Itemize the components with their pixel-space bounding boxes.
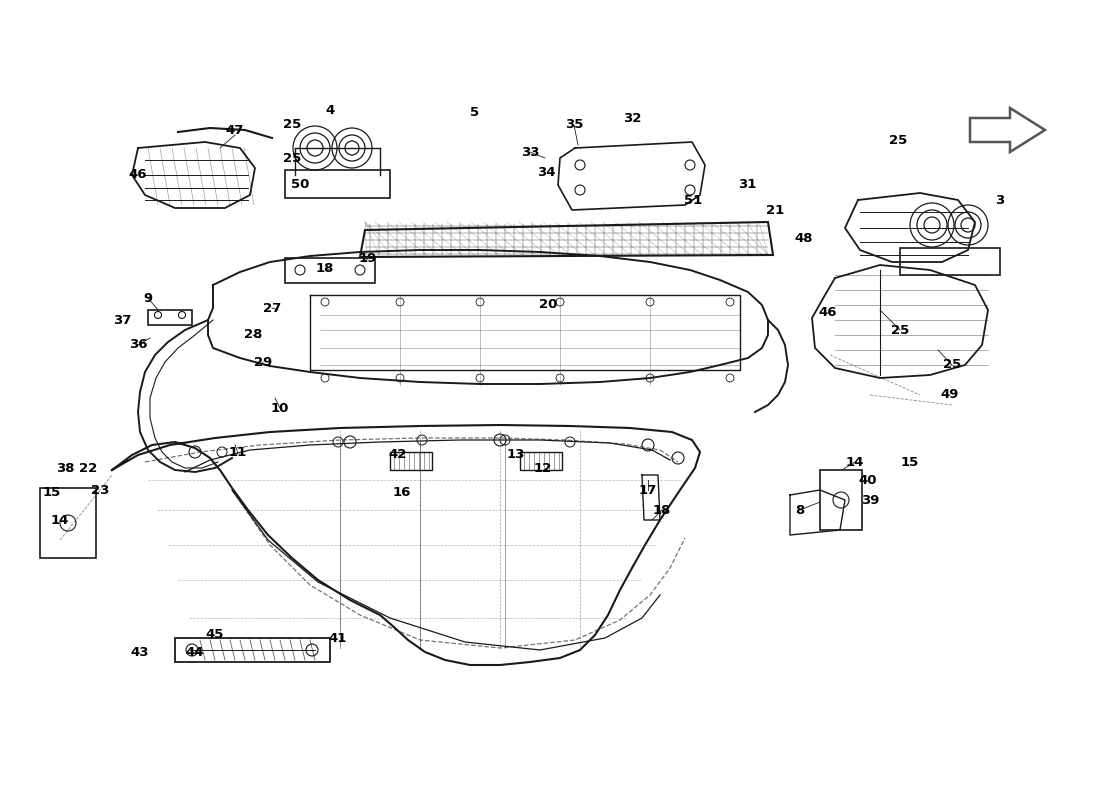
Text: 15: 15 xyxy=(901,455,920,469)
Text: 14: 14 xyxy=(51,514,69,526)
Bar xyxy=(175,638,330,662)
Text: 25: 25 xyxy=(891,323,909,337)
Text: 12: 12 xyxy=(534,462,552,474)
Text: 46: 46 xyxy=(818,306,837,318)
Bar xyxy=(390,452,432,470)
Text: 4: 4 xyxy=(326,103,334,117)
Text: 41: 41 xyxy=(329,631,348,645)
Text: 25: 25 xyxy=(889,134,908,146)
Text: 40: 40 xyxy=(859,474,878,486)
Text: 32: 32 xyxy=(623,111,641,125)
Text: 35: 35 xyxy=(564,118,583,131)
Text: 51: 51 xyxy=(684,194,702,206)
Text: 29: 29 xyxy=(254,355,272,369)
Text: 31: 31 xyxy=(738,178,756,191)
Text: 19: 19 xyxy=(359,251,377,265)
Text: 13: 13 xyxy=(507,449,525,462)
Text: 43: 43 xyxy=(131,646,150,658)
Text: 47: 47 xyxy=(226,123,244,137)
Text: 14: 14 xyxy=(846,455,865,469)
Text: 18: 18 xyxy=(316,262,334,274)
Text: 25: 25 xyxy=(283,118,301,131)
Bar xyxy=(285,258,375,283)
Text: 20: 20 xyxy=(539,298,558,311)
Text: 5: 5 xyxy=(471,106,480,118)
Text: 46: 46 xyxy=(129,169,147,182)
Text: 34: 34 xyxy=(537,166,556,178)
Text: 9: 9 xyxy=(143,291,153,305)
Text: 10: 10 xyxy=(271,402,289,414)
Text: 39: 39 xyxy=(861,494,879,506)
Text: 38: 38 xyxy=(56,462,75,474)
Text: 50: 50 xyxy=(290,178,309,191)
Bar xyxy=(40,488,96,558)
Text: 18: 18 xyxy=(652,503,671,517)
Bar xyxy=(900,248,1000,275)
Text: 8: 8 xyxy=(795,503,804,517)
Text: 11: 11 xyxy=(229,446,248,459)
Text: 49: 49 xyxy=(940,389,959,402)
Bar xyxy=(148,310,192,325)
Text: 3: 3 xyxy=(996,194,1004,206)
Text: 37: 37 xyxy=(113,314,131,326)
Circle shape xyxy=(178,311,186,318)
Text: 21: 21 xyxy=(766,203,784,217)
Circle shape xyxy=(154,311,162,318)
Bar xyxy=(820,470,862,530)
Text: 45: 45 xyxy=(206,629,224,642)
Text: 25: 25 xyxy=(943,358,961,371)
Text: 48: 48 xyxy=(794,231,813,245)
Text: 27: 27 xyxy=(263,302,282,314)
Text: 23: 23 xyxy=(91,483,109,497)
Text: 36: 36 xyxy=(129,338,147,351)
Text: 25: 25 xyxy=(283,151,301,165)
Text: 15: 15 xyxy=(43,486,62,498)
Text: 17: 17 xyxy=(639,483,657,497)
Text: 16: 16 xyxy=(393,486,411,498)
Text: 28: 28 xyxy=(244,329,262,342)
Bar xyxy=(285,170,390,198)
Text: 44: 44 xyxy=(186,646,205,658)
Text: 33: 33 xyxy=(520,146,539,158)
Bar xyxy=(520,452,562,470)
Text: 42: 42 xyxy=(388,449,407,462)
Text: 22: 22 xyxy=(79,462,97,474)
